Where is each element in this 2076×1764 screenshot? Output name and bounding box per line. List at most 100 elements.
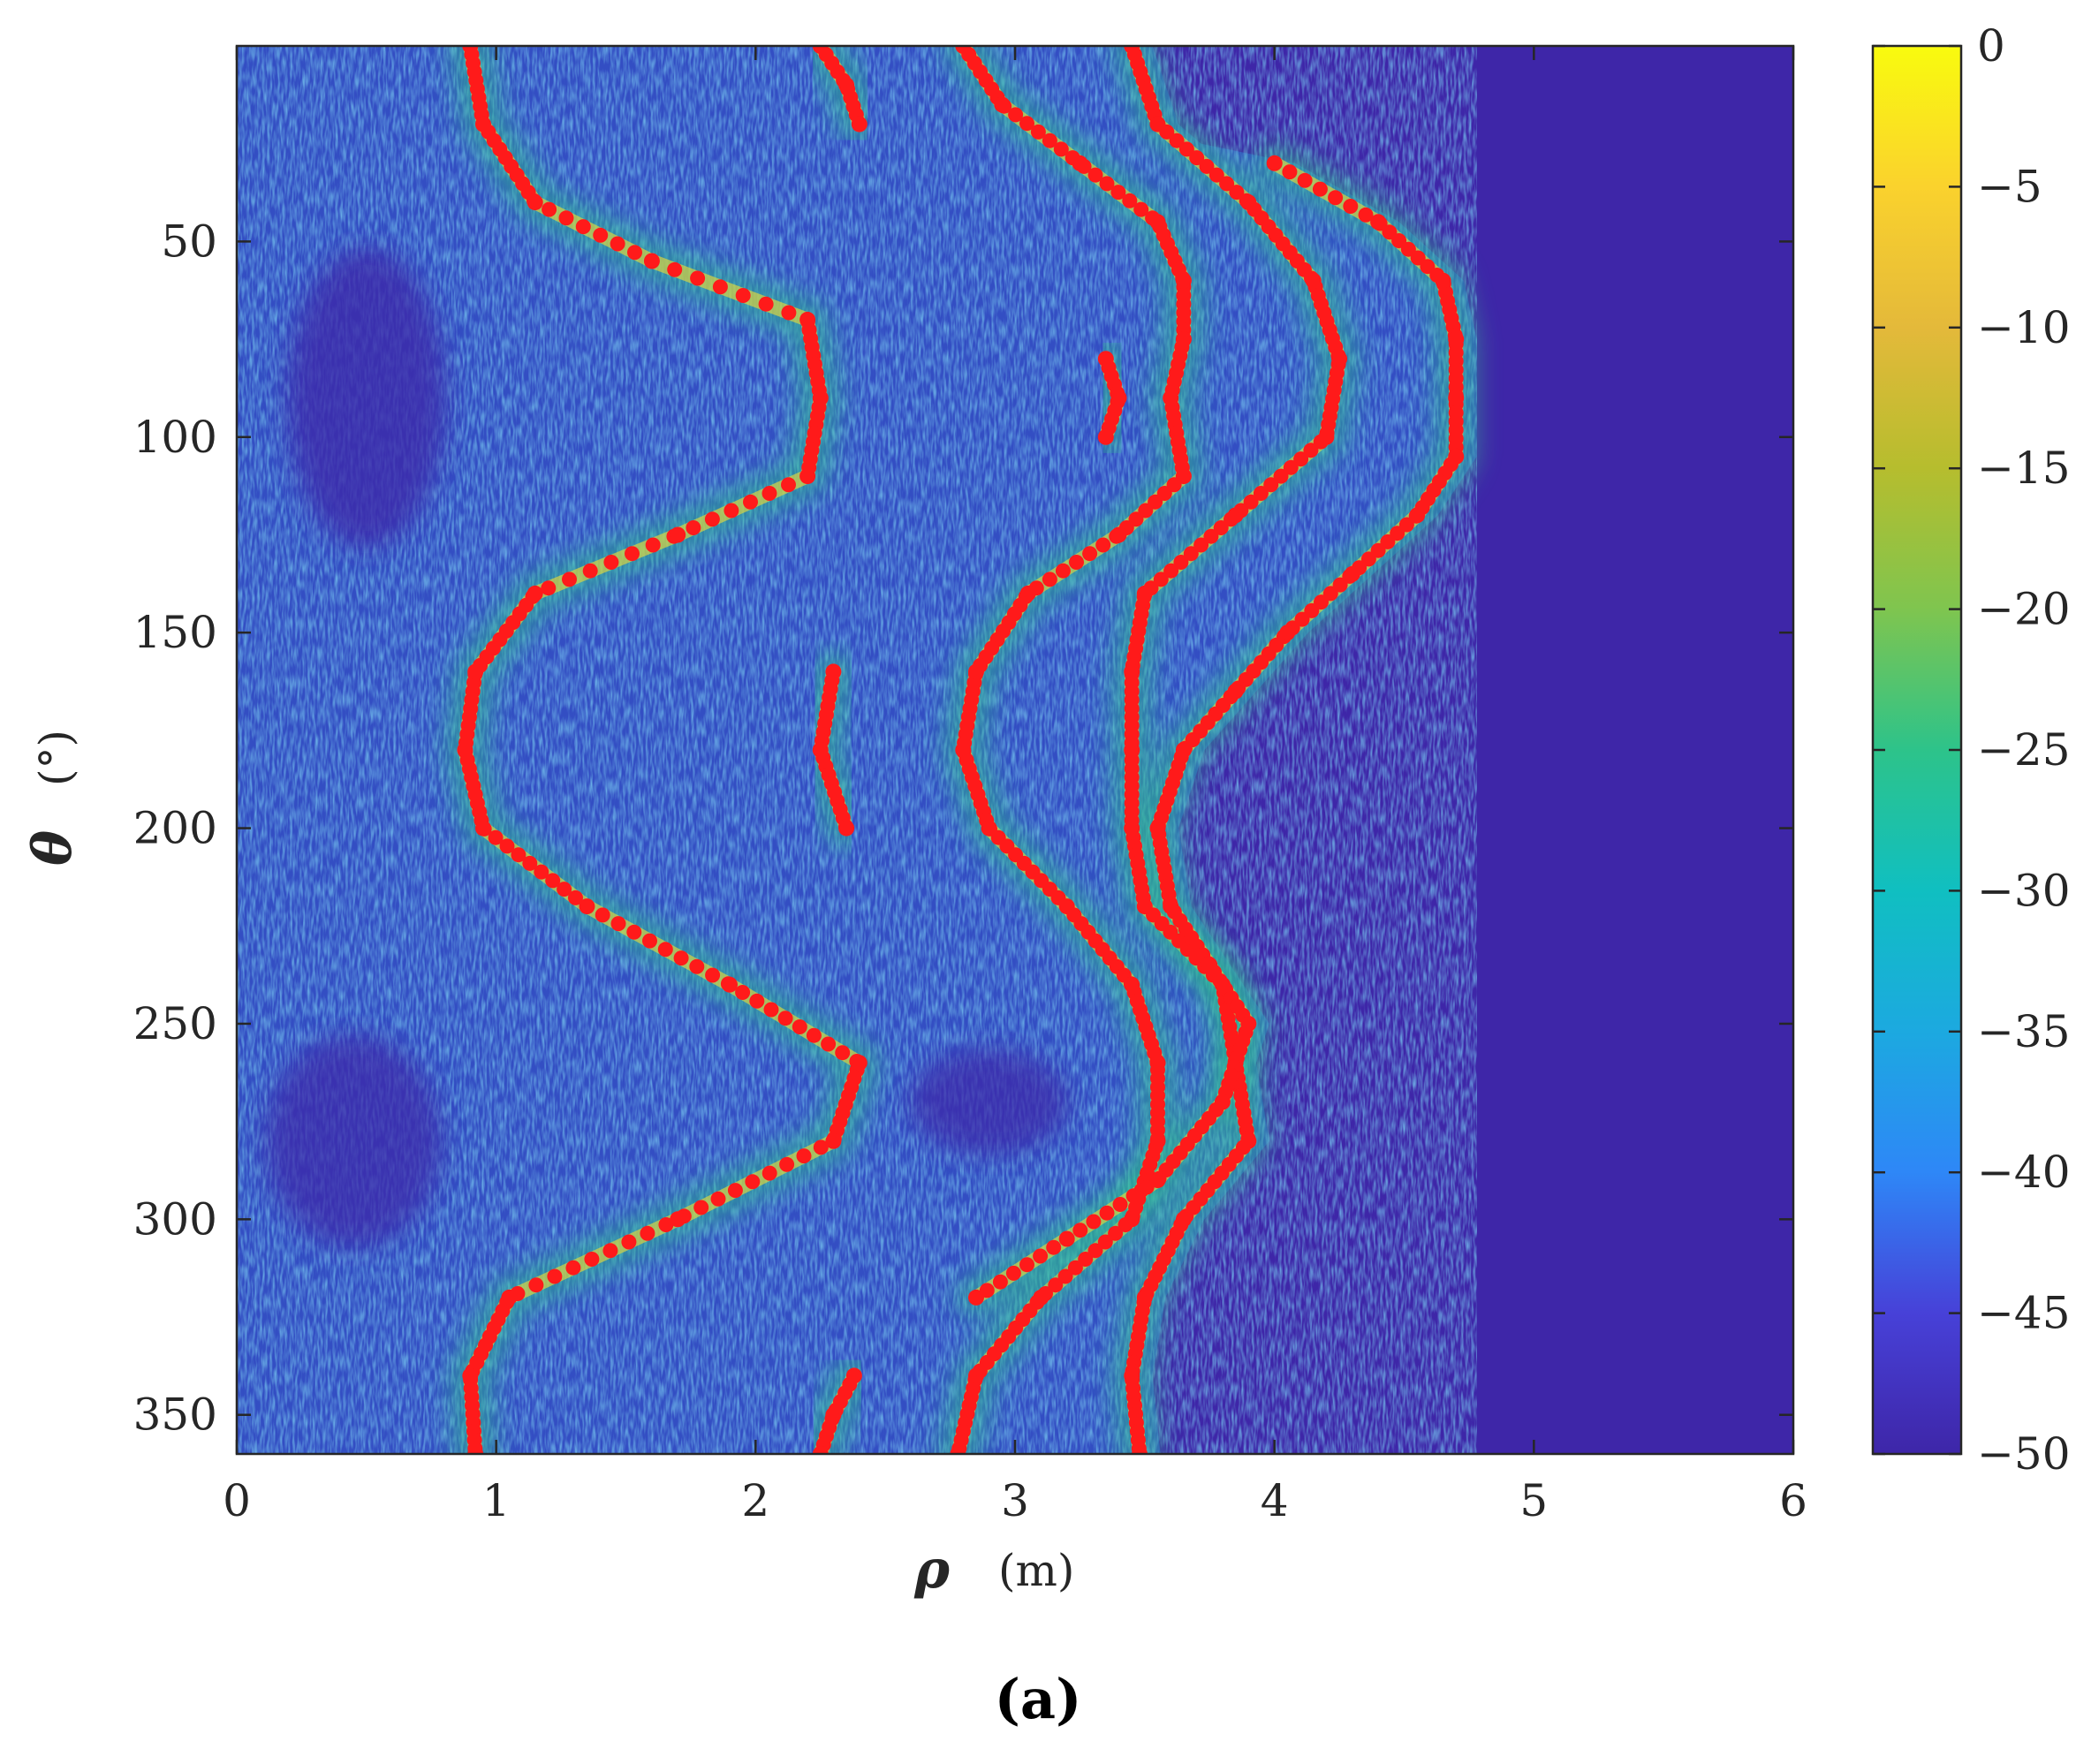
ridge-point — [1173, 555, 1189, 570]
ridge-point — [1042, 132, 1057, 148]
colorbar: 0 −5 −10 −15 −20 −25 −30 −35 −40 −45 −50 — [1871, 20, 2071, 1480]
colorbar-tick-label: 0 — [1977, 20, 2005, 72]
ridge-anchor-point — [812, 742, 829, 758]
ridge-anchor-point — [527, 585, 543, 602]
ridge-anchor-point — [1124, 663, 1140, 680]
ridge-anchor-point — [1149, 820, 1166, 837]
ridge-anchor-point — [467, 663, 484, 680]
ridge-anchor-point — [950, 1446, 966, 1454]
ridge-point — [705, 967, 721, 983]
ridge-point — [565, 1260, 581, 1276]
ridge-anchor-point — [462, 1367, 479, 1384]
ridge-point — [1390, 526, 1405, 541]
y-axis-symbol: θ — [22, 830, 84, 866]
ridge-point — [1138, 503, 1154, 519]
ridge-anchor-point — [1136, 898, 1153, 915]
ridge-point — [534, 864, 549, 880]
dark-pocket — [286, 247, 446, 549]
ridge-point — [562, 572, 577, 587]
ridge-anchor-point — [1305, 272, 1322, 289]
ridge-1 — [457, 46, 868, 1454]
ridge-point — [758, 296, 774, 312]
colorbar-ticks: 0 −5 −10 −15 −20 −25 −30 −35 −40 −45 −50 — [1873, 20, 2071, 1480]
ridge-point — [1046, 1239, 1062, 1255]
x-tick-label: 6 — [1779, 1475, 1807, 1526]
ridge-anchor-point — [670, 526, 686, 543]
ridge-point — [1420, 259, 1436, 275]
ridge-point — [1303, 443, 1319, 458]
ridge-point — [582, 563, 598, 579]
ridge-point — [1033, 1248, 1049, 1264]
ridge-point — [1360, 551, 1376, 567]
ridge-point — [657, 942, 673, 958]
ridge-anchor-point — [968, 1289, 984, 1306]
ridge-point — [584, 1252, 600, 1267]
ridge-anchor-point — [1149, 1132, 1166, 1149]
x-tick-label: 4 — [1261, 1475, 1289, 1526]
ridge-point — [568, 890, 583, 905]
ridge-anchor-point — [1175, 742, 1192, 758]
ridge-point — [710, 1191, 726, 1207]
ridge-anchor-point — [643, 253, 660, 269]
ridge-anchor-point — [670, 1211, 686, 1228]
ridge-point — [1294, 611, 1310, 627]
ridge-point — [1087, 1243, 1103, 1259]
ridge-anchor-point — [981, 820, 997, 837]
ridge-point — [511, 847, 527, 863]
ridge-point — [1263, 477, 1279, 493]
ridge-point — [1391, 233, 1407, 248]
y-axis-title: θ (°) — [22, 730, 84, 866]
ridge-anchor-point — [968, 1367, 984, 1384]
ridge-anchor-point — [1019, 585, 1036, 602]
ridge-point — [1019, 116, 1034, 132]
ridge-anchor-point — [1279, 625, 1296, 641]
ridge-point — [545, 873, 561, 889]
ridge-point — [735, 288, 751, 303]
ridge-anchor-point — [1110, 390, 1127, 406]
ridge-anchor-point — [799, 468, 816, 485]
ridge-point — [1199, 158, 1215, 174]
ridge-point — [1282, 164, 1298, 180]
ridge-point — [992, 1274, 1008, 1290]
panel-label: (a) — [995, 1667, 1082, 1731]
ridge-point — [667, 261, 683, 277]
ridge-point — [693, 1200, 709, 1215]
ridge-4 — [812, 1367, 862, 1454]
ridge-point — [1108, 1225, 1124, 1241]
ridge-anchor-point — [1175, 272, 1192, 289]
ridge-point — [1253, 486, 1269, 501]
colorbar-tick-label: −35 — [1977, 1006, 2071, 1057]
ridge-point — [813, 1139, 829, 1155]
ridge-point — [1097, 1234, 1113, 1250]
ridge-point — [727, 1183, 743, 1199]
ridge-point — [1322, 586, 1338, 602]
ridge-anchor-point — [1240, 1015, 1257, 1032]
ridge-point — [627, 245, 642, 261]
ridge-point — [1048, 1277, 1064, 1293]
ridge-anchor-point — [1175, 331, 1192, 348]
ridge-point — [806, 1027, 822, 1043]
ridge-anchor-point — [501, 1289, 518, 1306]
ridge-point — [1297, 172, 1313, 188]
ridge-anchor-point — [457, 742, 474, 758]
ridge-point — [1208, 167, 1224, 183]
ridge-point — [547, 1268, 563, 1284]
ridge-point — [1314, 594, 1329, 610]
ridge-3 — [812, 663, 855, 837]
y-tick-label: 50 — [161, 216, 217, 267]
ridge-anchor-point — [812, 390, 829, 406]
ridge-point — [558, 210, 574, 226]
plot-area — [235, 44, 1795, 1456]
ridge-anchor-point — [1175, 1211, 1192, 1228]
ridge-anchor-point — [1149, 1055, 1166, 1071]
ridge-7 — [968, 155, 1465, 1306]
ridge-point — [1332, 577, 1348, 593]
ridge-point — [626, 924, 642, 940]
ridge-point — [1293, 451, 1309, 467]
ridge-anchor-point — [1448, 448, 1465, 465]
ridge-point — [796, 1148, 812, 1164]
ridge-point — [1078, 1252, 1094, 1267]
ridge-point — [1163, 563, 1179, 579]
ridge-point — [575, 219, 591, 235]
ridge-anchor-point — [1214, 1094, 1231, 1110]
